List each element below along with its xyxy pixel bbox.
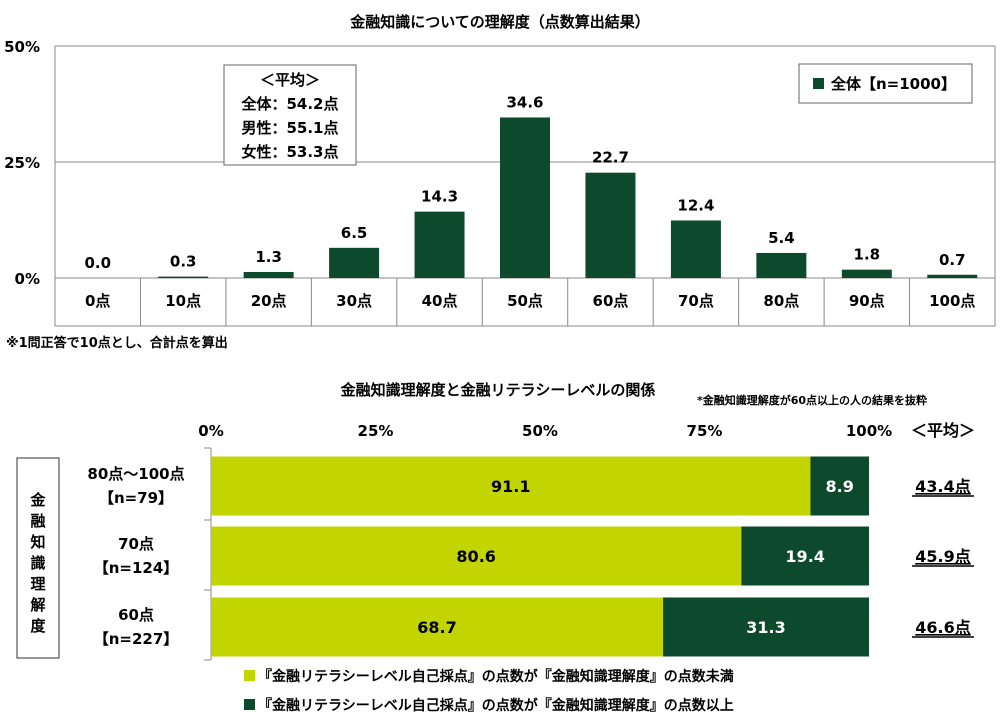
- x-tick-label: 100点: [929, 292, 975, 310]
- x-tick-label: 75%: [687, 422, 723, 440]
- average-value: 46.6点: [915, 618, 970, 637]
- chart1-bars: [158, 117, 978, 279]
- data-label: 1.8: [854, 246, 881, 264]
- x-tick-label: 70点: [678, 292, 714, 310]
- bar: [414, 211, 465, 278]
- bar: [670, 220, 721, 278]
- row-axis-label-text: 金融知識理解度: [29, 491, 46, 635]
- x-tick-label: 30点: [336, 292, 372, 310]
- average-box-line: 全体：54.2点: [240, 95, 338, 113]
- chart2-note: *金融知識理解度が60点以上の人の結果を抜粋: [697, 393, 927, 407]
- row-label: 【n=124】: [94, 559, 179, 577]
- legend-label: 全体【n=1000】: [830, 75, 956, 93]
- y-tick-label: 50%: [4, 38, 40, 56]
- x-tick-label: 50%: [522, 422, 558, 440]
- bar-segment: [741, 526, 869, 586]
- x-tick-label: 10点: [165, 292, 201, 310]
- x-tick-label: 50点: [507, 292, 543, 310]
- histogram-chart: 金融知識についての理解度（点数算出結果） 0% 25% 50% 0.0 0.3 1.3 6…: [4, 13, 996, 351]
- x-tick-label: 60点: [593, 292, 629, 310]
- data-label: 0.7: [939, 251, 966, 269]
- bar: [158, 276, 209, 278]
- data-label: 12.4: [677, 196, 714, 214]
- chart2-averages: 43.4点 45.9点 46.6点: [912, 477, 974, 638]
- average-box: ＜平均＞ 全体：54.2点 男性：55.1点 女性：53.3点: [223, 64, 357, 166]
- average-value: 45.9点: [915, 547, 970, 566]
- legend-label: 『金融リテラシーレベル自己採点』の点数が『金融知識理解度』の点数未満: [258, 668, 734, 685]
- bar: [927, 274, 978, 278]
- chart1-footnote: ※1問正答で10点とし、合計点を算出: [6, 335, 228, 351]
- data-label: 5.4: [768, 229, 795, 247]
- bar: [756, 252, 807, 278]
- data-label: 0.0: [84, 254, 111, 272]
- x-tick-label: 80点: [763, 292, 799, 310]
- x-tick-label: 20点: [251, 292, 287, 310]
- average-box-title: ＜平均＞: [260, 71, 320, 89]
- chart1-legend: 全体【n=1000】: [798, 63, 973, 104]
- legend-swatch: [813, 78, 824, 89]
- chart2-rows: 80点～100点【n=79】 91.1 8.9 70点【n=124】 80.6 19.4 6…: [87, 456, 869, 657]
- y-tick-label: 0%: [15, 270, 40, 288]
- chart1-gridlines: [54, 45, 996, 327]
- row-label: 【n=79】: [99, 489, 173, 507]
- x-tick-label: 25%: [358, 422, 394, 440]
- legend-label: 『金融リテラシーレベル自己採点』の点数が『金融知識理解度』の点数以上: [258, 697, 734, 714]
- bar: [500, 117, 550, 279]
- x-tick-label: 0%: [198, 422, 223, 440]
- chart1-y-axis: 0% 25% 50%: [4, 38, 40, 288]
- chart2-axis-lines: [204, 447, 212, 661]
- bar: [585, 172, 636, 278]
- average-box-line: 女性：53.3点: [241, 143, 338, 161]
- stacked-bar-chart: 金融知識理解度と金融リテラシーレベルの関係 *金融知識理解度が60点以上の人の結…: [16, 381, 975, 714]
- data-label: 80.6: [456, 547, 495, 566]
- chart1-value-labels: 0.0 0.3 1.3 6.5 14.3 34.6 22.7 12.4 5.4 1.8 0.7: [84, 93, 965, 272]
- bar-segment: [810, 456, 869, 516]
- average-header: ＜平均＞: [911, 421, 975, 440]
- bar: [243, 271, 294, 278]
- row-label: 【n=227】: [94, 630, 179, 648]
- x-tick-label: 90点: [849, 292, 885, 310]
- chart1-x-axis: 0点 10点 20点 30点 40点 50点 60点 70点 80点 90点 100点: [85, 292, 975, 310]
- row-label: 80点～100点: [87, 465, 184, 483]
- row-label: 60点: [118, 606, 154, 624]
- bar-segment: [211, 456, 811, 516]
- chart2-legend: 『金融リテラシーレベル自己採点』の点数が『金融知識理解度』の点数未満 『金融リテ…: [244, 668, 734, 714]
- bar-segment: [663, 597, 869, 657]
- data-label: 19.4: [785, 547, 824, 566]
- data-label: 91.1: [491, 477, 530, 496]
- bar: [329, 247, 380, 278]
- data-label: 31.3: [746, 618, 785, 637]
- x-tick-label: 0点: [85, 292, 110, 310]
- row-label: 70点: [118, 535, 154, 553]
- data-label: 8.9: [826, 477, 854, 496]
- bar: [841, 269, 892, 278]
- data-label: 34.6: [506, 93, 543, 111]
- average-box-line: 男性：55.1点: [241, 119, 338, 137]
- bar-segment: [211, 526, 742, 586]
- row-axis-label: 金融知識理解度: [16, 457, 60, 659]
- data-label: 6.5: [341, 224, 368, 242]
- data-label: 22.7: [592, 149, 629, 167]
- data-label: 14.3: [421, 188, 458, 206]
- data-label: 68.7: [417, 618, 456, 637]
- x-tick-label: 40点: [422, 292, 458, 310]
- legend-swatch: [244, 699, 255, 710]
- y-tick-label: 25%: [4, 154, 40, 172]
- chart1-title: 金融知識についての理解度（点数算出結果）: [349, 13, 650, 31]
- data-label: 1.3: [255, 248, 282, 266]
- x-tick-label: 100%: [846, 422, 892, 440]
- chart2-title: 金融知識理解度と金融リテラシーレベルの関係: [340, 381, 656, 399]
- chart2-x-axis: 0% 25% 50% 75% 100%: [198, 422, 892, 440]
- data-label: 0.3: [170, 253, 197, 271]
- legend-swatch: [244, 670, 255, 681]
- average-value: 43.4点: [915, 477, 970, 496]
- bar-segment: [211, 597, 664, 657]
